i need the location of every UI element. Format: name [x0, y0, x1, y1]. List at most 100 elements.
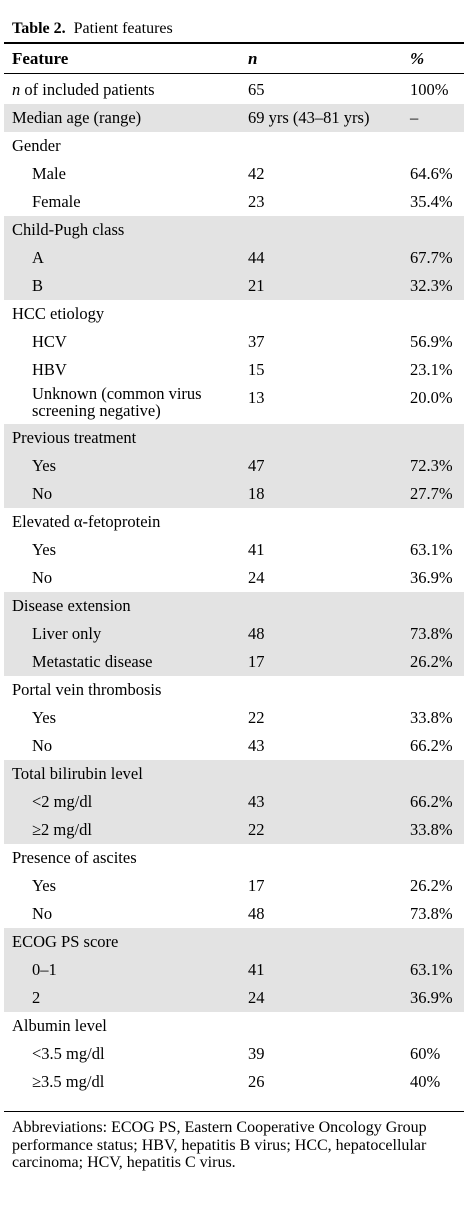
n-cell: 48: [248, 904, 265, 923]
feature-text: of included patients: [20, 80, 155, 99]
feature-cell: <2 mg/dl: [32, 792, 93, 811]
table-row: Disease extension: [4, 592, 464, 620]
table-row: HCC etiology: [4, 300, 464, 328]
table-subrow: Unknown (common virus screening negative…: [4, 384, 464, 424]
percent-cell: 35.4%: [410, 192, 453, 211]
feature-cell: n of included patients: [12, 79, 155, 101]
row-group: Albumin level <3.5 mg/dl 39 60% ≥3.5 mg/dl 26…: [4, 1012, 464, 1096]
table-title: Patient features: [73, 20, 173, 37]
feature-cell: Disease extension: [12, 596, 131, 615]
percent-cell: 36.9%: [410, 988, 453, 1007]
table-subrow: <2 mg/dl 43 66.2%: [4, 788, 464, 816]
table-row: Gender: [4, 132, 464, 160]
table-subrow: Female 23 35.4%: [4, 188, 464, 216]
n-cell: 24: [248, 568, 265, 587]
feature-cell: Elevated α-fetoprotein: [12, 512, 161, 531]
percent-cell: 23.1%: [410, 360, 453, 379]
feature-cell: Presence of ascites: [12, 848, 137, 867]
row-group: Median age (range) 69 yrs (43–81 yrs) –: [4, 104, 464, 132]
bottom-rule: [4, 1111, 464, 1112]
feature-cell: ≥2 mg/dl: [32, 820, 92, 839]
percent-cell: 20.0%: [410, 388, 453, 407]
table-subrow: No 48 73.8%: [4, 900, 464, 928]
percent-cell: 36.9%: [410, 568, 453, 587]
feature-cell: Liver only: [32, 624, 102, 643]
table-row: n of included patients 65 100%: [4, 76, 464, 104]
table-row: Albumin level: [4, 1012, 464, 1040]
table-row: Presence of ascites: [4, 844, 464, 872]
header-rule: [4, 73, 464, 74]
percent-cell: 66.2%: [410, 736, 453, 755]
header-percent: %: [410, 49, 425, 68]
percent-cell: 60%: [410, 1044, 441, 1063]
percent-cell: 26.2%: [410, 652, 453, 671]
n-cell: 37: [248, 332, 265, 351]
n-cell: 47: [248, 456, 265, 475]
table-subrow: ≥3.5 mg/dl 26 40%: [4, 1068, 464, 1096]
feature-cell: ≥3.5 mg/dl: [32, 1072, 105, 1091]
feature-cell: Median age (range): [12, 108, 142, 127]
percent-cell: 73.8%: [410, 904, 453, 923]
row-group: Previous treatment Yes 47 72.3% No 18 27.7%: [4, 424, 464, 508]
table-footnote: Abbreviations: ECOG PS, Eastern Cooperat…: [12, 1119, 427, 1171]
n-cell: 39: [248, 1044, 265, 1063]
n-cell: 26: [248, 1072, 265, 1091]
table-subrow: 2 24 36.9%: [4, 984, 464, 1012]
table-row: Child-Pugh class: [4, 216, 464, 244]
feature-cell: No: [32, 904, 53, 923]
feature-cell: 2: [32, 988, 41, 1007]
feature-cell: Albumin level: [12, 1016, 107, 1035]
feature-cell: A: [32, 248, 44, 267]
table-subrow: 0–1 41 63.1%: [4, 956, 464, 984]
feature-cell: Gender: [12, 136, 61, 155]
table-row: Total bilirubin level: [4, 760, 464, 788]
n-cell: 17: [248, 876, 265, 895]
feature-cell: Female: [32, 192, 81, 211]
percent-cell: 63.1%: [410, 540, 453, 559]
percent-cell: 63.1%: [410, 960, 453, 979]
row-group: Presence of ascites Yes 17 26.2% No 48 73.8%: [4, 844, 464, 928]
table-caption: Table 2. Patient features: [12, 19, 173, 39]
header-n: n: [248, 49, 258, 68]
table-subrow: HCV 37 56.9%: [4, 328, 464, 356]
table-subrow: <3.5 mg/dl 39 60%: [4, 1040, 464, 1068]
row-group: Disease extension Liver only 48 73.8% Metast…: [4, 592, 464, 676]
n-cell: 65: [248, 80, 265, 99]
row-group: HCC etiology HCV 37 56.9% HBV 15 23.1% Unknown …: [4, 300, 464, 424]
feature-cell: Portal vein thrombosis: [12, 680, 162, 699]
feature-cell: 0–1: [32, 960, 57, 979]
feature-prefix: n: [12, 80, 21, 99]
n-cell: 24: [248, 988, 265, 1007]
feature-cell: B: [32, 276, 44, 295]
percent-cell: 26.2%: [410, 876, 453, 895]
n-cell: 44: [248, 248, 265, 267]
n-cell: 41: [248, 540, 265, 559]
table-row: Elevated α-fetoprotein: [4, 508, 464, 536]
table-subrow: A 44 67.7%: [4, 244, 464, 272]
n-cell: 18: [248, 484, 265, 503]
feature-cell: No: [32, 736, 53, 755]
row-group: Portal vein thrombosis Yes 22 33.8% No 43 66.2…: [4, 676, 464, 760]
table-subrow: No 24 36.9%: [4, 564, 464, 592]
feature-cell: HCV: [32, 332, 67, 351]
table-subrow: ≥2 mg/dl 22 33.8%: [4, 816, 464, 844]
feature-cell: Child-Pugh class: [12, 220, 125, 239]
n-cell: 43: [248, 792, 265, 811]
row-group: n of included patients 65 100%: [4, 76, 464, 104]
percent-cell: 66.2%: [410, 792, 453, 811]
row-group: Total bilirubin level <2 mg/dl 43 66.2% ≥2 m…: [4, 760, 464, 844]
header-feature: Feature: [12, 49, 69, 68]
feature-cell: ECOG PS score: [12, 932, 119, 951]
n-cell: 22: [248, 820, 265, 839]
feature-cell: Yes: [32, 540, 57, 559]
table-subrow: B 21 32.3%: [4, 272, 464, 300]
percent-cell: –: [410, 108, 419, 127]
table-subrow: Yes 22 33.8%: [4, 704, 464, 732]
table-body: n of included patients 65 100% Median age (…: [4, 76, 464, 1096]
n-cell: 17: [248, 652, 265, 671]
feature-cell: Total bilirubin level: [12, 764, 143, 783]
table-row: ECOG PS score: [4, 928, 464, 956]
percent-cell: 72.3%: [410, 456, 453, 475]
table-subrow: Metastatic disease 17 26.2%: [4, 648, 464, 676]
n-cell: 42: [248, 164, 265, 183]
